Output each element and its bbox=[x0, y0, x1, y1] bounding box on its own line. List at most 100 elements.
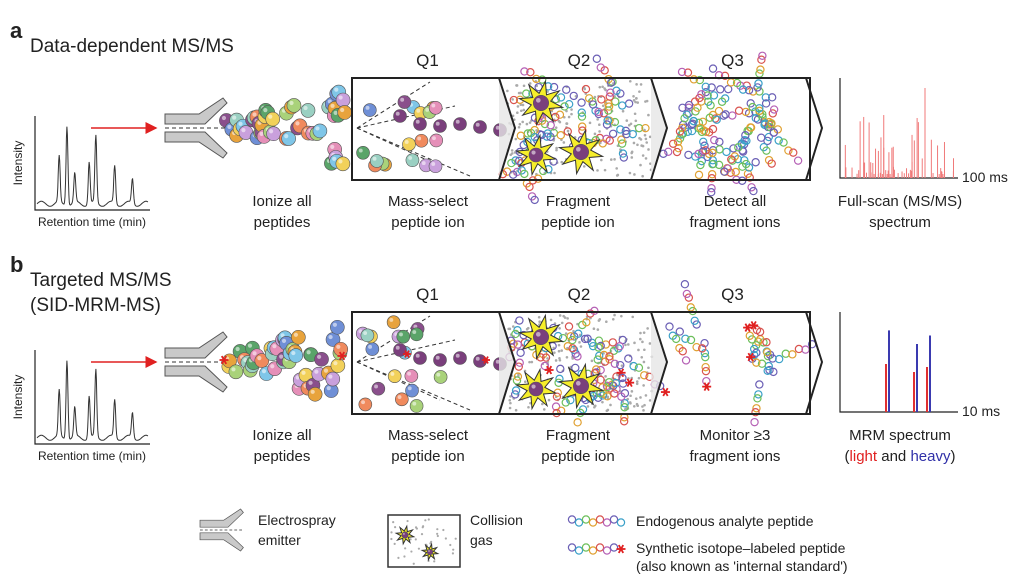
ball-highlight bbox=[398, 395, 402, 399]
label: Q3 bbox=[721, 51, 744, 70]
ball-highlight bbox=[366, 106, 370, 110]
gas-dot bbox=[613, 158, 616, 161]
ball-highlight bbox=[417, 137, 421, 141]
ring bbox=[609, 339, 616, 346]
ball-highlight bbox=[272, 344, 276, 348]
peptide-ball bbox=[474, 121, 487, 134]
ring bbox=[730, 145, 737, 152]
gas-dot bbox=[509, 402, 512, 405]
gas-dot bbox=[390, 538, 392, 540]
label: Fragment bbox=[546, 427, 611, 444]
gas-dot bbox=[452, 552, 454, 554]
peptide-ball bbox=[434, 354, 447, 367]
ball-highlight bbox=[336, 345, 340, 349]
chromatogram-trace bbox=[37, 127, 148, 207]
ball-highlight bbox=[294, 333, 298, 337]
peptide-ball bbox=[429, 160, 442, 173]
gas-dot bbox=[515, 138, 518, 141]
gas-dot bbox=[647, 114, 650, 117]
ball-highlight bbox=[428, 550, 430, 552]
ball-highlight bbox=[252, 112, 256, 116]
label: Targeted MS/MS bbox=[30, 270, 172, 291]
peptide-ball bbox=[229, 365, 243, 379]
gas-dot bbox=[555, 149, 558, 152]
label: fragment ions bbox=[690, 448, 781, 465]
gas-dot bbox=[636, 404, 639, 407]
ring bbox=[557, 365, 564, 372]
ball-highlight bbox=[390, 372, 394, 376]
gas-dot bbox=[558, 344, 561, 347]
ball-highlight bbox=[476, 123, 480, 127]
ball-highlight bbox=[236, 347, 240, 351]
gas-dot bbox=[406, 520, 408, 522]
label: 10 ms bbox=[962, 403, 1000, 419]
gas-dot bbox=[561, 322, 564, 325]
gas-dot bbox=[511, 152, 514, 155]
ball-highlight bbox=[407, 372, 411, 376]
gas-dot bbox=[641, 341, 644, 344]
label: Q1 bbox=[416, 51, 439, 70]
gas-dot bbox=[538, 320, 541, 323]
peptide-ball bbox=[533, 329, 548, 344]
note-part: and bbox=[877, 448, 910, 465]
gas-dot bbox=[601, 85, 604, 88]
ball-highlight bbox=[576, 381, 581, 386]
ball-highlight bbox=[295, 121, 299, 125]
ball-highlight bbox=[359, 149, 363, 153]
label: Retention time (min) bbox=[38, 215, 146, 229]
gas-dot bbox=[643, 331, 646, 334]
gas-dot bbox=[397, 557, 399, 559]
ball-highlight bbox=[476, 357, 480, 361]
ball-highlight bbox=[259, 132, 263, 136]
gas-dot bbox=[598, 318, 601, 321]
peptide-ball bbox=[427, 549, 433, 555]
gas-dot bbox=[639, 396, 642, 399]
gas-dot bbox=[638, 377, 641, 380]
ball-highlight bbox=[248, 344, 252, 348]
ball-highlight bbox=[531, 384, 535, 388]
gas-dot bbox=[597, 328, 600, 331]
gas-dot bbox=[629, 401, 632, 404]
gas-dot bbox=[566, 122, 569, 125]
gas-dot bbox=[526, 123, 529, 126]
label: Q3 bbox=[721, 285, 744, 304]
gas-dot bbox=[621, 364, 624, 367]
peptide-ball bbox=[398, 96, 411, 109]
ring bbox=[596, 544, 603, 551]
ring bbox=[568, 516, 575, 523]
ball-highlight bbox=[536, 332, 541, 337]
ball-highlight bbox=[373, 157, 377, 161]
gas-dot bbox=[518, 92, 521, 95]
label: peptide ion bbox=[541, 448, 614, 465]
ball-highlight bbox=[400, 98, 404, 102]
label: peptides bbox=[254, 214, 311, 231]
gas-dot bbox=[508, 399, 511, 402]
ball-highlight bbox=[396, 346, 400, 350]
emitter-bottom bbox=[165, 132, 227, 158]
ball-highlight bbox=[399, 332, 403, 336]
emitter-bottom bbox=[200, 533, 243, 551]
gas-dot bbox=[442, 529, 444, 531]
gas-dot bbox=[639, 338, 642, 341]
gas-dot bbox=[604, 89, 607, 92]
gas-dot bbox=[632, 95, 635, 98]
gas-dot bbox=[638, 137, 641, 140]
gas-dot bbox=[613, 314, 616, 317]
ball-highlight bbox=[327, 386, 331, 390]
peptide-ball bbox=[430, 134, 443, 147]
gas-dot bbox=[629, 80, 632, 83]
gas-dot bbox=[646, 327, 649, 330]
label: Detect all bbox=[704, 193, 767, 210]
gas-dot bbox=[403, 555, 405, 557]
ring bbox=[725, 86, 732, 93]
peptide-ball bbox=[331, 359, 345, 373]
emitter-top bbox=[165, 332, 227, 358]
gas-dot bbox=[625, 119, 628, 122]
label: peptide ion bbox=[391, 448, 464, 465]
ball-highlight bbox=[303, 106, 307, 110]
gas-dot bbox=[527, 327, 530, 330]
gas-dot bbox=[636, 382, 639, 385]
label: Electrospray bbox=[258, 512, 336, 528]
gas-dot bbox=[410, 550, 412, 552]
peptide-ball bbox=[336, 93, 350, 107]
